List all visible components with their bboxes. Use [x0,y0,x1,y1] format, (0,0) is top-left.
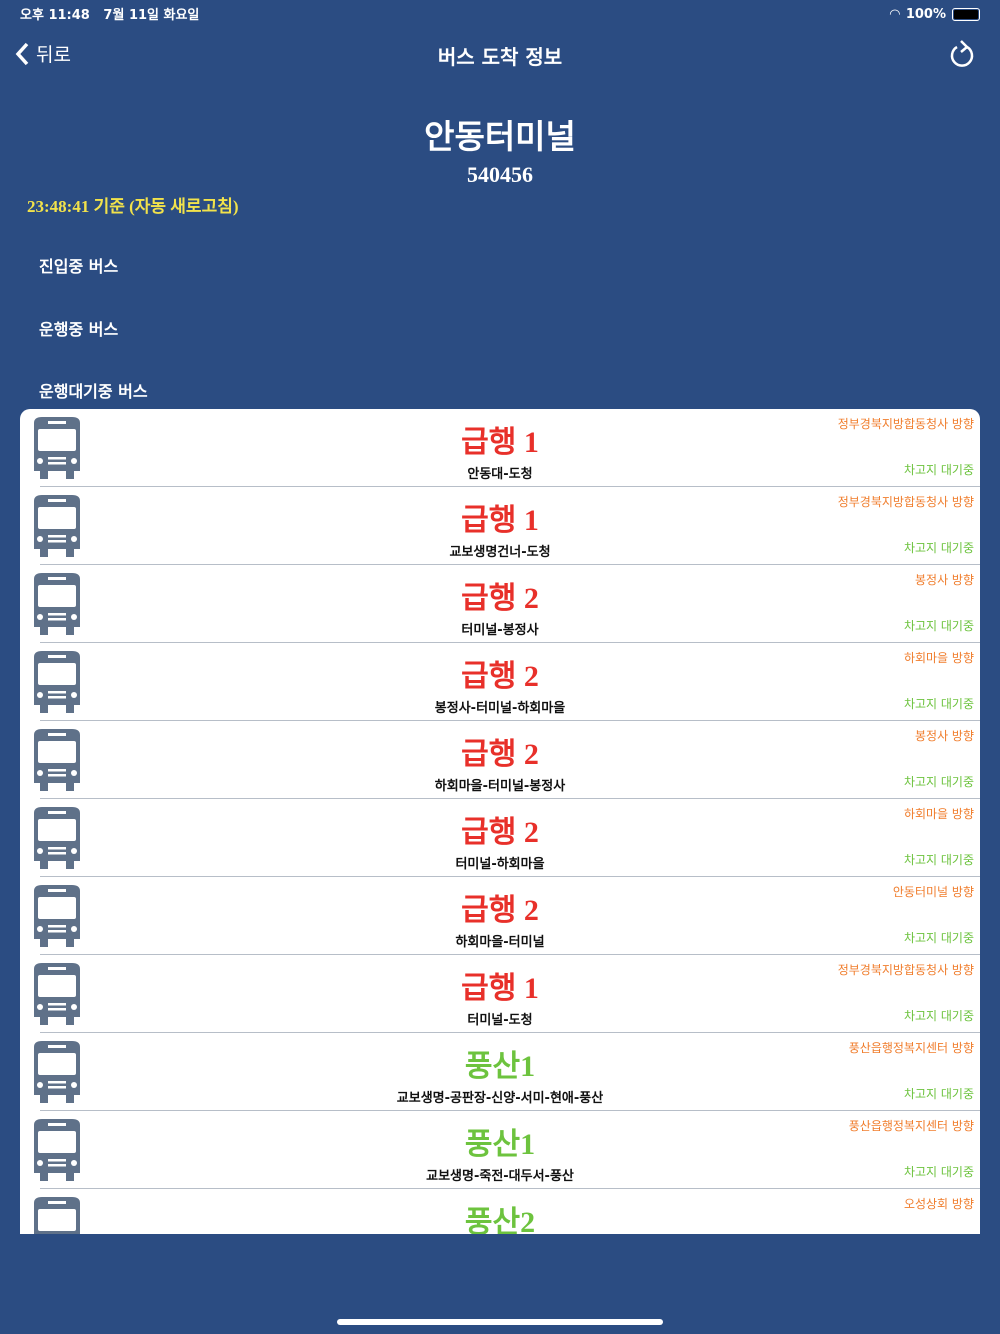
route-name: 풍산1 [464,1128,536,1161]
bus-icon [28,649,86,719]
route-description: 교보생명-죽전-대두서-풍산 [426,1169,574,1184]
bus-icon [28,493,86,563]
bus-status: 차고지 대기중 [903,463,974,477]
direction: 풍산읍행정복지센터 방향 [848,1041,974,1055]
refresh-button[interactable] [948,38,976,74]
bus-row[interactable]: 급행 2 터미널-하회마을 하회마을 방향 차고지 대기중 [34,799,980,877]
refresh-icon [950,40,974,67]
route-name: 급행 2 [461,738,539,771]
back-label: 뒤로 [36,44,71,66]
status-time: 오후 11:48 [20,8,90,23]
bus-status: 차고지 대기중 [903,775,974,789]
bus-status: 차고지 대기중 [903,619,974,633]
direction: 정부경북지방합동청사 방향 [837,963,974,977]
status-bar: 오후 11:48 7월 11일 화요일 ◠ 100% [20,4,980,24]
route-description: 교보생명건너-도청 [449,545,551,560]
home-indicator [337,1319,663,1325]
stop-name: 안동터미널 [424,117,576,156]
section-approaching[interactable]: 진입중 버스 [39,257,119,276]
bus-row[interactable]: 급행 2 터미널-봉정사 봉정사 방향 차고지 대기중 [34,565,980,643]
direction: 봉정사 방향 [914,573,974,587]
bus-row[interactable]: 급행 1 터미널-도청 정부경북지방합동청사 방향 차고지 대기중 [34,955,980,1033]
route-description: 안동대-도청 [467,467,533,482]
route-description: 하회마을-터미널 [455,935,545,950]
route-description: 봉정사-터미널-하회마을 [434,701,566,716]
bus-icon [28,727,86,797]
wifi-icon: ◠ [889,6,900,22]
direction: 봉정사 방향 [914,729,974,743]
bus-status: 차고지 대기중 [903,931,974,945]
bus-row[interactable]: 급행 2 봉정사-터미널-하회마을 하회마을 방향 차고지 대기중 [34,643,980,721]
direction: 오성상회 방향 [903,1197,974,1211]
bus-icon [28,1117,86,1187]
route-name: 급행 2 [461,582,539,615]
route-name: 급행 1 [461,504,539,537]
direction: 하회마을 방향 [903,651,974,665]
bus-list[interactable]: 급행 1 안동대-도청 정부경북지방합동청사 방향 차고지 대기중 급행 1 교… [20,409,980,1234]
bus-row[interactable]: 풍산1 교보생명-공판장-신양-서미-현애-풍산 풍산읍행정복지센터 방향 차고… [34,1033,980,1111]
bus-status: 차고지 대기중 [903,697,974,711]
section-waiting[interactable]: 운행대기중 버스 [39,382,148,401]
bus-icon [28,1195,86,1234]
battery-percent: 100% [905,6,946,22]
nav-bar: 뒤로 버스 도착 정보 [0,38,1000,72]
bus-icon [28,415,86,485]
route-name: 풍산1 [464,1050,536,1083]
bus-row[interactable]: 풍산2 오성상회 방향 [34,1189,980,1234]
bus-row[interactable]: 급행 2 하회마을-터미널-봉정사 봉정사 방향 차고지 대기중 [34,721,980,799]
bus-icon [28,961,86,1031]
bus-status: 차고지 대기중 [903,1165,974,1179]
bus-row[interactable]: 급행 1 안동대-도청 정부경북지방합동청사 방향 차고지 대기중 [34,409,980,487]
page-title: 버스 도착 정보 [437,45,563,69]
direction: 정부경북지방합동청사 방향 [837,417,974,431]
direction: 정부경북지방합동청사 방향 [837,495,974,509]
route-description: 터미널-봉정사 [461,623,539,638]
bus-status: 차고지 대기중 [903,1009,974,1023]
bus-row[interactable]: 급행 2 하회마을-터미널 안동터미널 방향 차고지 대기중 [34,877,980,955]
bus-status: 차고지 대기중 [903,541,974,555]
direction: 안동터미널 방향 [892,885,974,899]
section-running[interactable]: 운행중 버스 [39,320,119,339]
route-name: 급행 1 [461,972,539,1005]
battery-icon [952,7,980,21]
bus-row[interactable]: 급행 1 교보생명건너-도청 정부경북지방합동청사 방향 차고지 대기중 [34,487,980,565]
direction: 풍산읍행정복지센터 방향 [848,1119,974,1133]
bus-icon [28,571,86,641]
route-description: 터미널-하회마을 [455,857,545,872]
bus-row[interactable]: 풍산1 교보생명-죽전-대두서-풍산 풍산읍행정복지센터 방향 차고지 대기중 [34,1111,980,1189]
route-name: 풍산2 [464,1206,536,1234]
route-name: 급행 2 [461,816,539,849]
bus-status: 차고지 대기중 [903,853,974,867]
route-name: 급행 2 [461,660,539,693]
direction: 하회마을 방향 [903,807,974,821]
route-name: 급행 1 [461,426,539,459]
route-name: 급행 2 [461,894,539,927]
route-description: 하회마을-터미널-봉정사 [434,779,566,794]
chevron-left-icon [15,42,29,65]
bus-status: 차고지 대기중 [903,1087,974,1101]
stop-number: 540456 [467,162,533,187]
updated-time: 23:48:41 기준 (자동 새로고침) [27,197,239,216]
back-button[interactable]: 뒤로 [14,40,71,67]
bus-icon [28,805,86,875]
bus-icon [28,1039,86,1109]
route-description: 교보생명-공판장-신양-서미-현애-풍산 [396,1091,604,1106]
status-date: 7월 11일 화요일 [103,8,200,23]
bus-icon [28,883,86,953]
route-description: 터미널-도청 [467,1013,533,1028]
